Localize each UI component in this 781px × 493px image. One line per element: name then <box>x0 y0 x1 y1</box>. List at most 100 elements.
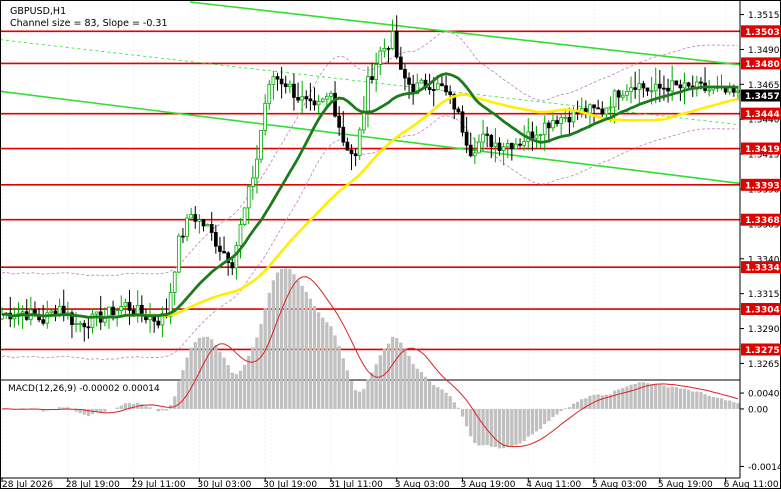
macd-bar <box>728 401 731 409</box>
candle-body <box>371 77 374 80</box>
candle <box>268 80 271 110</box>
candle <box>260 130 263 163</box>
candle-body <box>445 86 448 92</box>
macd-bar <box>654 384 657 409</box>
candle-body <box>531 132 534 138</box>
candle-body <box>441 84 444 86</box>
candle-body <box>478 142 481 153</box>
candle-body <box>21 312 24 313</box>
candle-body <box>42 320 45 323</box>
candle-body <box>317 102 320 105</box>
candle <box>301 81 304 114</box>
candle <box>482 120 485 152</box>
candle <box>120 295 123 317</box>
macd-bar <box>601 395 604 409</box>
candle <box>149 303 152 333</box>
macd-bar <box>699 392 702 409</box>
candle <box>276 73 279 91</box>
candle <box>626 84 629 101</box>
ma-fast-line <box>2 74 738 318</box>
candle <box>83 320 86 342</box>
macd-bar <box>420 372 423 409</box>
macd-bar <box>531 409 534 434</box>
macd-bar <box>251 347 254 408</box>
candle-body <box>395 31 398 57</box>
candle <box>515 138 518 149</box>
candle <box>704 67 707 93</box>
candle-body <box>288 84 291 86</box>
candle-body <box>198 220 201 222</box>
time-tick-label: 31 Jul 11:00 <box>329 480 383 489</box>
candle-body <box>642 84 645 88</box>
level-label: 1.3444 <box>745 110 780 120</box>
level-label: 1.3393 <box>745 181 780 191</box>
candle <box>580 97 583 117</box>
candle-body <box>387 48 390 49</box>
candle-body <box>342 127 345 142</box>
candle-body <box>280 79 283 84</box>
level-label: 1.3419 <box>745 145 780 155</box>
candle-body <box>630 88 633 92</box>
candle-body <box>436 84 439 90</box>
candle <box>264 94 267 135</box>
macd-bar <box>362 389 365 409</box>
macd-bar <box>124 403 127 409</box>
candle-body <box>321 99 324 102</box>
candle <box>297 83 300 103</box>
candle-body <box>658 84 661 88</box>
level-label: 1.3368 <box>745 216 780 226</box>
macd-bar <box>444 393 447 409</box>
macd-bar <box>338 346 341 409</box>
macd-bar <box>432 385 435 409</box>
candle-body <box>675 81 678 85</box>
macd-bar <box>350 381 353 409</box>
candle <box>634 72 637 99</box>
candle-body <box>194 215 197 222</box>
price-tick-label: 1.3515 <box>748 11 780 21</box>
macd-bar <box>695 392 698 409</box>
candle-body <box>605 108 608 114</box>
macd-bar <box>321 318 324 409</box>
candle <box>54 305 57 321</box>
candle-body <box>87 327 90 328</box>
candle-body <box>428 88 431 90</box>
candle-body <box>214 232 217 246</box>
macd-bar <box>560 409 563 411</box>
candle <box>675 81 678 86</box>
candle <box>161 307 164 338</box>
candle <box>556 115 559 126</box>
macd-bar <box>523 409 526 441</box>
price-tick-label: 1.3290 <box>748 325 780 335</box>
candle-body <box>260 130 263 159</box>
ma-slow-line <box>2 95 738 318</box>
candle-body <box>301 97 304 100</box>
envelope-lower <box>2 116 738 360</box>
candle-body <box>506 143 509 146</box>
macd-bar <box>629 385 632 409</box>
macd-bar <box>231 373 234 409</box>
candle-body <box>157 321 160 325</box>
candle <box>387 46 390 63</box>
candle-body <box>239 225 242 246</box>
macd-bar <box>634 384 637 409</box>
candle-body <box>613 91 616 107</box>
candle-body <box>404 69 407 78</box>
macd-bar <box>675 387 678 409</box>
candle <box>346 138 349 151</box>
candle <box>227 251 230 276</box>
candle-body <box>367 77 370 112</box>
candle-body <box>305 97 308 99</box>
candle <box>478 134 481 153</box>
candle-body <box>601 109 604 114</box>
candle <box>358 127 361 160</box>
candle <box>465 117 468 153</box>
candle-body <box>482 134 485 142</box>
macd-bar <box>181 370 184 409</box>
candle <box>177 233 180 273</box>
candle-body <box>519 144 522 145</box>
macd-bar <box>510 409 513 447</box>
time-tick-label: 4 Aug 11:00 <box>526 480 581 489</box>
candle-body <box>346 142 349 150</box>
